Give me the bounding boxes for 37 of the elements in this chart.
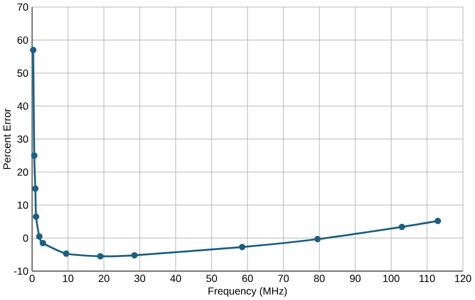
- y-tick-label: 20: [18, 168, 28, 176]
- x-tick-label: 110: [420, 274, 435, 282]
- point: [31, 152, 38, 159]
- point: [131, 252, 138, 258]
- x-tick-label: 20: [98, 274, 110, 282]
- y-tick-label: 70: [18, 3, 28, 11]
- x-tick-label: 120: [455, 274, 472, 282]
- x-tick-label: 90: [350, 274, 361, 282]
- y-tick-label: 10: [18, 201, 28, 209]
- point: [32, 185, 39, 192]
- x-tick-label: 10: [63, 274, 74, 282]
- point: [434, 218, 442, 224]
- point: [97, 253, 104, 260]
- x-axis-title: Frequency (MHz): [208, 287, 287, 297]
- point: [314, 236, 321, 242]
- x-tick-label: 60: [242, 274, 253, 282]
- x-tick-label: 70: [278, 274, 289, 282]
- x-tick-label: 80: [314, 274, 325, 282]
- x-tick-label: 30: [134, 274, 146, 282]
- y-tick-label: 60: [18, 36, 28, 44]
- point: [63, 250, 70, 257]
- x-tick-label: 0: [30, 274, 35, 282]
- point: [32, 213, 40, 220]
- x-tick-label: 40: [170, 274, 182, 282]
- y-axis-title: Percent Error: [3, 108, 11, 169]
- point: [238, 244, 246, 250]
- y-tick-label: 40: [17, 102, 28, 110]
- point: [30, 46, 36, 54]
- point: [36, 233, 42, 240]
- point: [40, 240, 46, 246]
- y-tick-label: 0: [23, 234, 28, 242]
- point: [398, 224, 406, 230]
- x-tick-label: 100: [383, 274, 400, 282]
- y-tick-label: 50: [17, 69, 28, 77]
- x-tick-label: 50: [206, 274, 217, 282]
- y-tick-label: 30: [17, 135, 28, 143]
- y-tick-label: -10: [14, 267, 28, 275]
